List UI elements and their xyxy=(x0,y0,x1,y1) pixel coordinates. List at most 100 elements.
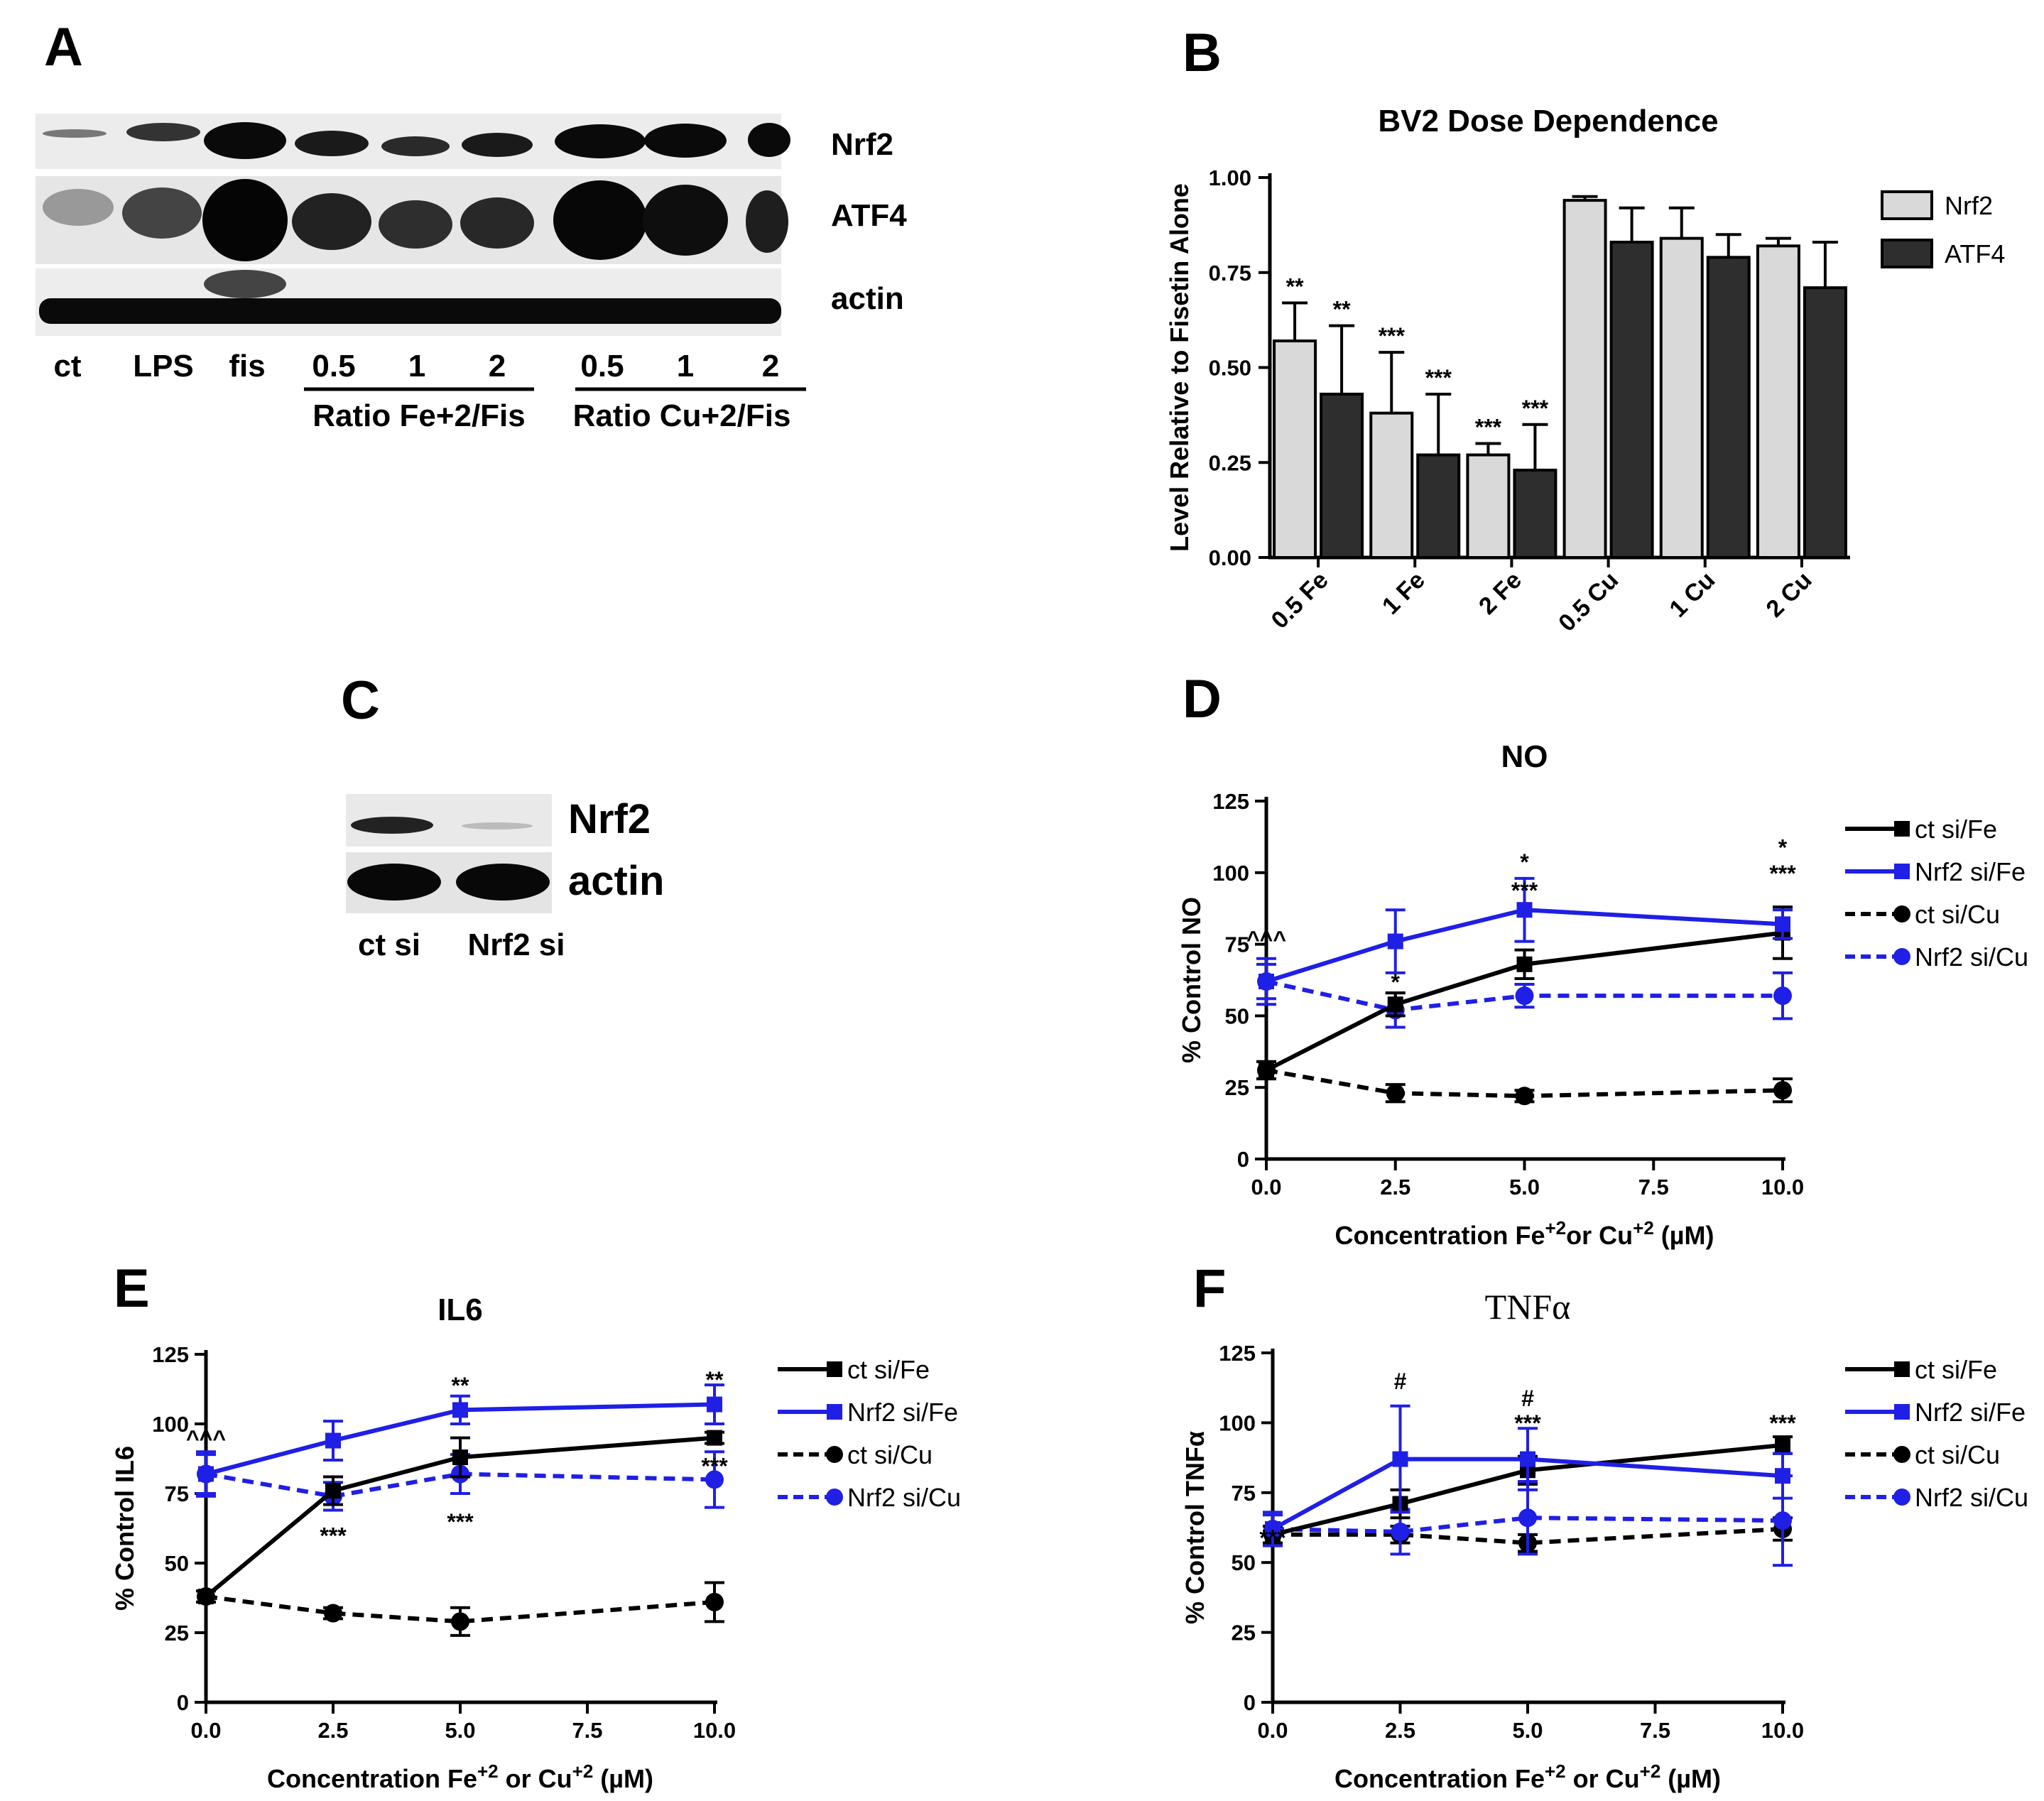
band-label-actin: actin xyxy=(831,281,904,316)
blot-band xyxy=(555,124,646,158)
legend-label: Nrf2 si/Fe xyxy=(847,1398,958,1427)
lane-label: LPS xyxy=(133,349,194,383)
group-label-cu: Ratio Cu+2/Fis xyxy=(573,398,791,433)
x-axis-label-superscript: +2 xyxy=(1640,1761,1661,1782)
x-tick-label: 2.5 xyxy=(317,1718,348,1743)
series-line xyxy=(205,1402,715,1476)
legend-marker xyxy=(826,1489,843,1506)
blot-band xyxy=(126,123,200,141)
panel-letter-e: E xyxy=(114,1258,150,1319)
x-axis-label: Concentration Fe+2 or Cu+2 (µM) xyxy=(267,1761,653,1793)
x-axis-label-superscript: +2 xyxy=(1545,1217,1566,1239)
x-axis-label-part: (µM) xyxy=(593,1764,653,1793)
y-tick-label: 50 xyxy=(1225,1003,1249,1028)
x-tick-label: 0.0 xyxy=(190,1718,221,1743)
lane-label: 2 xyxy=(489,349,506,383)
blot-band xyxy=(643,185,728,256)
blot-band xyxy=(379,200,452,249)
y-tick-label: 100 xyxy=(1219,1410,1256,1435)
blot-band xyxy=(43,189,114,226)
lane-label: fis xyxy=(229,349,265,383)
legend-marker xyxy=(827,1404,842,1420)
x-axis-label-superscript: +2 xyxy=(572,1761,594,1782)
data-point xyxy=(1775,1468,1790,1484)
series-line xyxy=(1272,1516,1783,1534)
x-tick-label: 2 Fe xyxy=(1474,567,1527,620)
data-point xyxy=(198,1589,214,1605)
chart-title: BV2 Dose Dependence xyxy=(1378,104,1718,138)
y-tick-label: 1.00 xyxy=(1209,165,1251,190)
significance-marker: ** xyxy=(1286,274,1304,300)
x-axis-label-superscript: +2 xyxy=(1633,1217,1654,1239)
blot-band xyxy=(462,133,533,157)
legend-label: ct si/Fe xyxy=(847,1355,930,1384)
significance-marker: *** xyxy=(1769,861,1796,886)
y-tick-label: 75 xyxy=(165,1481,189,1506)
bar xyxy=(1320,392,1364,560)
y-tick-label: 0.75 xyxy=(1209,261,1251,285)
bar xyxy=(1609,240,1654,559)
x-axis-label-part: Concentration Fe xyxy=(1334,1764,1545,1793)
chart-d: NO 0 25 50 75 100 125 0.0 2.5 5.0 7.5 10.0 Concentra… xyxy=(1177,739,2028,1250)
x-tick-label: 10.0 xyxy=(1761,1718,1804,1743)
significance-marker: ** xyxy=(452,1373,469,1398)
lane-label: 1 xyxy=(408,349,425,383)
x-tick-label: 0.5 Fe xyxy=(1266,567,1334,634)
blot-band xyxy=(748,123,790,157)
chart-f: TNFα 0 25 50 75 100 125 0.0 2.5 5.0 7.5 10.0 Concent… xyxy=(1180,1287,2028,1793)
significance-marker: *** xyxy=(1425,365,1452,391)
panel-letter-d: D xyxy=(1183,669,1222,729)
data-point xyxy=(705,1592,724,1611)
significance-marker: ^^^ xyxy=(186,1425,226,1451)
y-tick-label: 0.00 xyxy=(1209,545,1251,570)
blot-band xyxy=(39,298,781,324)
y-axis-label: % Control IL6 xyxy=(110,1446,139,1611)
panel-letter-c: C xyxy=(341,670,380,731)
band-label-nrf2: Nrf2 xyxy=(568,796,651,842)
bar xyxy=(1562,199,1607,559)
blot-band xyxy=(553,180,647,260)
x-tick-label: 5.0 xyxy=(445,1718,475,1743)
legend-marker xyxy=(1893,905,1910,923)
legend-label: ct si/Fe xyxy=(1915,815,1997,844)
x-tick-label: 10.0 xyxy=(1761,1175,1804,1199)
legend-marker xyxy=(1893,948,1910,965)
blot-band xyxy=(746,190,788,253)
significance-marker: *** xyxy=(1379,323,1406,349)
bar xyxy=(1756,244,1800,559)
band-label-atf4: ATF4 xyxy=(831,198,907,233)
charts-layer: BV2 Dose Dependence0.000.250.500.751.00L… xyxy=(110,104,2028,1793)
x-tick-label: 10.0 xyxy=(693,1718,736,1743)
data-point xyxy=(1515,986,1534,1006)
y-tick-label: 100 xyxy=(152,1412,189,1437)
blot-band xyxy=(456,864,550,900)
x-tick-label: 7.5 xyxy=(1640,1718,1670,1743)
x-axis-label-part: (µM) xyxy=(1654,1221,1714,1250)
legend-label: ct si/Cu xyxy=(1915,1440,2000,1469)
data-point xyxy=(325,1432,341,1449)
band-label-nrf2: Nrf2 xyxy=(831,127,893,162)
x-tick-label: 7.5 xyxy=(1638,1175,1669,1199)
blot-band xyxy=(122,187,202,239)
x-tick-label: 2 Cu xyxy=(1761,567,1817,623)
chart-title: NO xyxy=(1501,739,1548,774)
data-point xyxy=(1773,986,1792,1006)
significance-marker: *** xyxy=(1475,415,1502,440)
y-tick-label: 100 xyxy=(1212,861,1249,886)
legend-marker xyxy=(827,1361,842,1377)
group-label-fe: Ratio Fe+2/Fis xyxy=(312,398,526,433)
panel-letter-f: F xyxy=(1193,1258,1226,1319)
y-tick-label: 0.50 xyxy=(1209,356,1251,381)
data-point xyxy=(705,1470,724,1489)
data-point xyxy=(1520,1451,1535,1467)
legend-marker xyxy=(1894,864,1910,879)
significance-marker: * xyxy=(1391,969,1401,995)
y-tick-label: 125 xyxy=(152,1342,189,1367)
chart-e: IL6 0 25 50 75 100 125 0.0 2.5 5.0 7.5 10.0 Concentr… xyxy=(110,1293,961,1793)
y-tick-label: 25 xyxy=(1232,1621,1256,1645)
bar xyxy=(1466,453,1511,559)
significance-marker: *** xyxy=(1769,1410,1796,1436)
y-tick-label: 125 xyxy=(1219,1341,1256,1366)
blot-band xyxy=(295,131,369,156)
blot-band xyxy=(292,193,371,250)
